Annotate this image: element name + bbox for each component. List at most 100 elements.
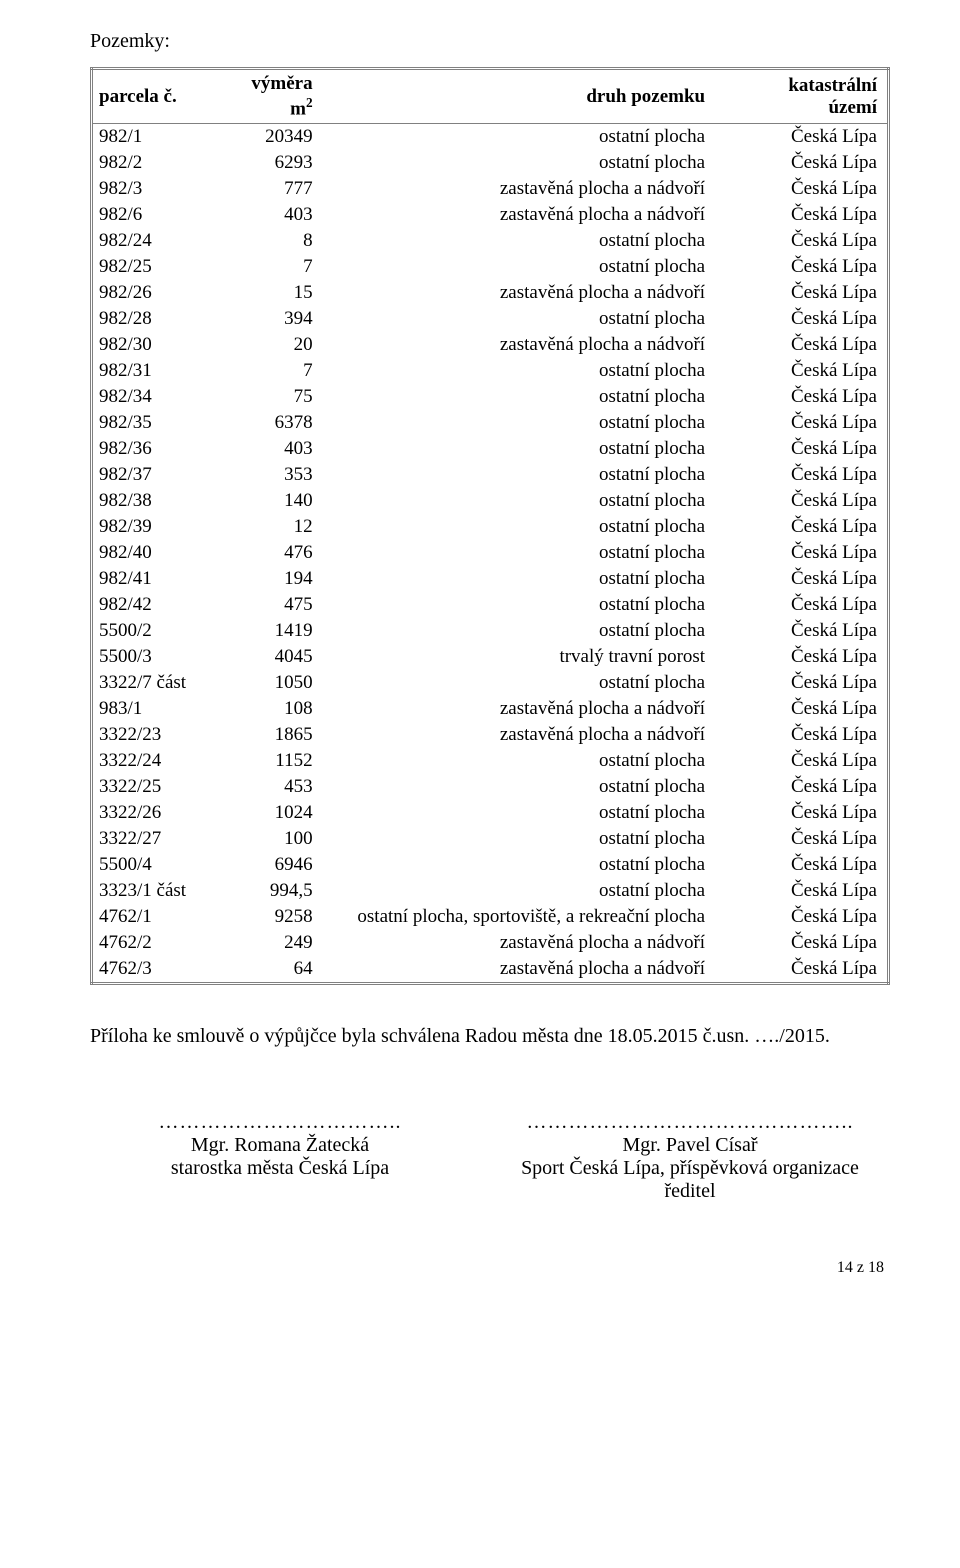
cell-area: 100 <box>227 826 331 852</box>
table-row: 3322/25453ostatní plochaČeská Lípa <box>92 774 889 800</box>
cell-kat: Česká Lípa <box>729 150 888 176</box>
cell-kat: Česká Lípa <box>729 514 888 540</box>
table-row: 982/3475ostatní plochaČeská Lípa <box>92 384 889 410</box>
cell-type: ostatní plocha <box>331 462 730 488</box>
table-row: 5500/34045trvalý travní porostČeská Lípa <box>92 644 889 670</box>
cell-parcel: 982/38 <box>92 488 227 514</box>
cell-parcel: 982/34 <box>92 384 227 410</box>
cell-kat: Česká Lípa <box>729 436 888 462</box>
cell-parcel: 5500/2 <box>92 618 227 644</box>
cell-type: ostatní plocha <box>331 540 730 566</box>
cell-type: ostatní plocha, sportoviště, a rekreační… <box>331 904 730 930</box>
cell-type: ostatní plocha <box>331 826 730 852</box>
cell-type: ostatní plocha <box>331 124 730 151</box>
cell-area: 7 <box>227 254 331 280</box>
cell-area: 12 <box>227 514 331 540</box>
cell-area: 453 <box>227 774 331 800</box>
col-header-area-sup: 2 <box>306 95 313 110</box>
cell-kat: Česká Lípa <box>729 696 888 722</box>
signature-row: …………………………….. Mgr. Romana Žatecká staros… <box>90 1111 890 1203</box>
cell-type: ostatní plocha <box>331 592 730 618</box>
cell-kat: Česká Lípa <box>729 592 888 618</box>
cell-type: ostatní plocha <box>331 436 730 462</box>
pozemky-table: parcela č. výměra m2 druh pozemku katast… <box>90 67 890 985</box>
cell-area: 1865 <box>227 722 331 748</box>
approval-note: Příloha ke smlouvě o výpůjčce byla schvá… <box>90 1023 890 1049</box>
table-row: 5500/21419ostatní plochaČeská Lípa <box>92 618 889 644</box>
cell-kat: Česká Lípa <box>729 410 888 436</box>
cell-kat: Česká Lípa <box>729 644 888 670</box>
cell-parcel: 982/39 <box>92 514 227 540</box>
cell-type: ostatní plocha <box>331 878 730 904</box>
cell-area: 475 <box>227 592 331 618</box>
cell-area: 8 <box>227 228 331 254</box>
table-row: 982/120349ostatní plochaČeská Lípa <box>92 124 889 151</box>
cell-kat: Česká Lípa <box>729 176 888 202</box>
cell-type: ostatní plocha <box>331 774 730 800</box>
cell-area: 194 <box>227 566 331 592</box>
table-row: 3322/261024ostatní plochaČeská Lípa <box>92 800 889 826</box>
cell-parcel: 3323/1 část <box>92 878 227 904</box>
table-row: 982/356378ostatní plochaČeská Lípa <box>92 410 889 436</box>
cell-parcel: 4762/3 <box>92 956 227 984</box>
cell-type: ostatní plocha <box>331 410 730 436</box>
cell-area: 353 <box>227 462 331 488</box>
cell-kat: Česká Lípa <box>729 254 888 280</box>
cell-area: 4045 <box>227 644 331 670</box>
cell-parcel: 4762/1 <box>92 904 227 930</box>
cell-kat: Česká Lípa <box>729 722 888 748</box>
cell-type: zastavěná plocha a nádvoří <box>331 956 730 984</box>
cell-parcel: 982/41 <box>92 566 227 592</box>
cell-type: zastavěná plocha a nádvoří <box>331 930 730 956</box>
cell-type: ostatní plocha <box>331 228 730 254</box>
signature-left-title: starostka města Česká Lípa <box>100 1157 460 1180</box>
table-row: 982/40476ostatní plochaČeská Lípa <box>92 540 889 566</box>
table-row: 3322/27100ostatní plochaČeská Lípa <box>92 826 889 852</box>
cell-kat: Česká Lípa <box>729 800 888 826</box>
table-row: 982/3777zastavěná plocha a nádvoříČeská … <box>92 176 889 202</box>
col-header-type: druh pozemku <box>331 69 730 124</box>
cell-area: 1024 <box>227 800 331 826</box>
cell-kat: Česká Lípa <box>729 566 888 592</box>
cell-area: 6293 <box>227 150 331 176</box>
cell-kat: Česká Lípa <box>729 930 888 956</box>
table-row: 982/28394ostatní plochaČeská Lípa <box>92 306 889 332</box>
cell-area: 777 <box>227 176 331 202</box>
cell-parcel: 3322/23 <box>92 722 227 748</box>
cell-kat: Česká Lípa <box>729 488 888 514</box>
cell-type: zastavěná plocha a nádvoří <box>331 202 730 228</box>
col-header-area: výměra m2 <box>227 69 331 124</box>
col-header-kat: katastrální území <box>729 69 888 124</box>
cell-parcel: 982/2 <box>92 150 227 176</box>
table-row: 3322/231865zastavěná plocha a nádvoříČes… <box>92 722 889 748</box>
cell-kat: Česká Lípa <box>729 306 888 332</box>
table-row: 3323/1 část994,5ostatní plochaČeská Lípa <box>92 878 889 904</box>
cell-kat: Česká Lípa <box>729 956 888 984</box>
cell-parcel: 3322/26 <box>92 800 227 826</box>
cell-area: 403 <box>227 202 331 228</box>
cell-type: ostatní plocha <box>331 618 730 644</box>
cell-kat: Česká Lípa <box>729 358 888 384</box>
cell-parcel: 982/25 <box>92 254 227 280</box>
cell-parcel: 982/3 <box>92 176 227 202</box>
table-row: 982/6403zastavěná plocha a nádvoříČeská … <box>92 202 889 228</box>
cell-type: ostatní plocha <box>331 384 730 410</box>
cell-parcel: 3322/25 <box>92 774 227 800</box>
cell-parcel: 982/24 <box>92 228 227 254</box>
cell-area: 20 <box>227 332 331 358</box>
cell-kat: Česká Lípa <box>729 228 888 254</box>
cell-parcel: 3322/24 <box>92 748 227 774</box>
cell-area: 249 <box>227 930 331 956</box>
signature-right-title1: Sport Česká Lípa, příspěvková organizace <box>500 1157 880 1180</box>
cell-kat: Česká Lípa <box>729 774 888 800</box>
cell-type: ostatní plocha <box>331 254 730 280</box>
signature-dots-left: …………………………….. <box>100 1111 460 1134</box>
table-row: 982/2615zastavěná plocha a nádvoříČeská … <box>92 280 889 306</box>
signature-left-name: Mgr. Romana Žatecká <box>100 1134 460 1157</box>
section-heading: Pozemky: <box>90 30 890 53</box>
table-row: 4762/19258ostatní plocha, sportoviště, a… <box>92 904 889 930</box>
cell-parcel: 982/36 <box>92 436 227 462</box>
cell-kat: Česká Lípa <box>729 124 888 151</box>
table-row: 982/37353ostatní plochaČeská Lípa <box>92 462 889 488</box>
cell-type: trvalý travní porost <box>331 644 730 670</box>
